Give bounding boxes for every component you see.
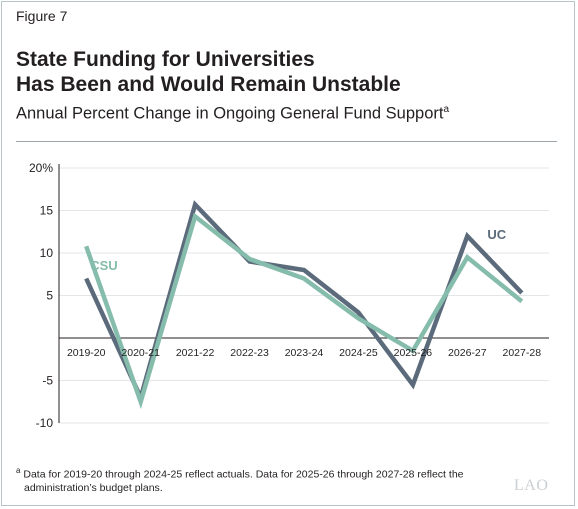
x-tick-label: 2026-27 — [448, 347, 487, 359]
labels: 20% 15 10 5 -5 -10 2019-20 2020-21 2021-22 2022-2… — [29, 161, 541, 430]
subtitle-text: Annual Percent Change in Ongoing General… — [16, 104, 444, 123]
x-tick-label: 2020-21 — [121, 347, 160, 359]
axes — [58, 164, 549, 423]
header-rule — [16, 141, 557, 142]
footnote: a Data for 2019-20 through 2024-25 refle… — [16, 464, 496, 495]
series-label-uc: UC — [487, 227, 506, 242]
lao-logo: LAO — [514, 477, 549, 494]
y-tick-label: 15 — [40, 204, 54, 218]
y-tick-label: -10 — [36, 416, 54, 430]
series-line-csu — [84, 212, 524, 410]
x-tick-label: 2022-23 — [230, 347, 269, 359]
footnote-marker: a — [16, 466, 21, 475]
y-tick-label: 10 — [40, 246, 54, 260]
grid-lines — [59, 167, 549, 424]
chart-subtitle: Annual Percent Change in Ongoing General… — [16, 104, 449, 124]
chart-title: State Funding for Universities Has Been … — [16, 47, 556, 97]
y-tick-label: -5 — [42, 374, 53, 388]
y-tick-label: 5 — [46, 289, 53, 303]
title-line-2: Has Been and Would Remain Unstable — [16, 73, 401, 96]
x-tick-label: 2024-25 — [339, 347, 378, 359]
footnote-text-2: administration’s budget plans. — [24, 481, 163, 494]
title-line-1: State Funding for Universities — [16, 48, 315, 71]
x-tick-label: 2027-28 — [503, 347, 542, 359]
y-tick-label: 20% — [29, 161, 53, 175]
series-label-csu: CSU — [90, 258, 117, 273]
series-lines — [84, 200, 524, 410]
figure-label: Figure 7 — [16, 8, 68, 24]
x-tick-label: 2021-22 — [176, 347, 215, 359]
footnote-text-1: Data for 2019-20 through 2024-25 reflect… — [23, 468, 464, 481]
x-tick-label: 2023-24 — [285, 347, 324, 359]
subtitle-footnote-marker: a — [443, 104, 450, 115]
x-tick-label: 2025-26 — [394, 347, 433, 359]
x-tick-label: 2019-20 — [67, 347, 106, 359]
